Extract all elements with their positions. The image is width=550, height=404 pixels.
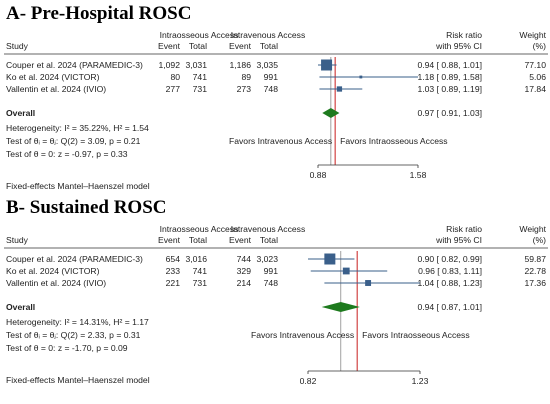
study-marker [324, 253, 336, 265]
iv-event-cell: 89 [241, 72, 251, 82]
iv-total-cell: 991 [264, 72, 279, 82]
io-event-cell: 233 [166, 266, 181, 276]
risk-ratio-cell: 1.03 [ 0.89, 1.19] [417, 84, 482, 94]
stats-line: Test of θᵢ = θⱼ: Q(2) = 3.09, p = 0.21 [6, 136, 141, 146]
header-study: Study [6, 235, 29, 245]
header-io-group: Intraosseous Access [160, 224, 239, 234]
weight-cell: 77.10 [524, 60, 546, 70]
stats-line: Heterogeneity: I² = 35.22%, H² = 1.54 [6, 123, 149, 133]
panel-title: A- Pre-Hospital ROSC [6, 3, 191, 24]
favors-right-label: Favors Intraosseous Access [362, 330, 469, 340]
model-footnote: Fixed-effects Mantel–Haenszel model [6, 181, 150, 191]
io-total-cell: 731 [193, 278, 208, 288]
risk-ratio-cell: 0.94 [ 0.88, 1.01] [417, 60, 482, 70]
header-iv-group: Intravenous Access [231, 30, 306, 40]
overall-label: Overall [6, 302, 35, 312]
header-iv-event: Event [229, 41, 252, 51]
header-iv-event: Event [229, 235, 252, 245]
x-tick-label: 1.58 [410, 170, 427, 180]
stats-line: Test of θᵢ = θⱼ: Q(2) = 2.33, p = 0.31 [6, 330, 141, 340]
risk-ratio-cell: 0.90 [ 0.82, 0.99] [417, 254, 482, 264]
iv-total-cell: 3,023 [256, 254, 278, 264]
stats-line: Heterogeneity: I² = 14.31%, H² = 1.17 [6, 317, 149, 327]
iv-event-cell: 1,186 [229, 60, 251, 70]
io-total-cell: 741 [193, 72, 208, 82]
overall-risk-ratio-cell: 0.97 [ 0.91, 1.03] [417, 108, 482, 118]
weight-cell: 59.87 [524, 254, 546, 264]
risk-ratio-cell: 0.96 [ 0.83, 1.11] [418, 266, 482, 276]
header-weight: Weight [519, 30, 546, 40]
iv-total-cell: 991 [264, 266, 279, 276]
io-event-cell: 277 [166, 84, 181, 94]
io-total-cell: 3,031 [185, 60, 207, 70]
study-name: Vallentin et al. 2024 (IVIO) [6, 278, 106, 288]
io-total-cell: 741 [193, 266, 208, 276]
study-name: Ko et al. 2024 (VICTOR) [6, 72, 100, 82]
favors-left-label: Favors Intravenous Access [251, 330, 354, 340]
favors-right-label: Favors Intraosseous Access [340, 136, 447, 146]
stats-line: Test of θ = 0: z = -0.97, p = 0.33 [6, 149, 128, 159]
header-iv-total: Total [260, 235, 278, 245]
header-risk-ratio: Risk ratio [446, 224, 482, 234]
header-io-total: Total [189, 41, 207, 51]
x-tick-label: 0.82 [300, 376, 317, 386]
study-marker [365, 280, 372, 286]
overall-diamond [321, 302, 360, 312]
header-io-event: Event [158, 41, 181, 51]
iv-event-cell: 329 [237, 266, 252, 276]
io-total-cell: 731 [193, 84, 208, 94]
iv-total-cell: 3,035 [256, 60, 278, 70]
study-marker [342, 267, 350, 275]
header-io-event: Event [158, 235, 181, 245]
study-name: Couper et al. 2024 (PARAMEDIC-3) [6, 254, 143, 264]
header-study: Study [6, 41, 29, 51]
header-ci: with 95% CI [435, 235, 482, 245]
risk-ratio-cell: 1.04 [ 0.88, 1.23] [417, 278, 482, 288]
study-marker [359, 75, 363, 79]
iv-total-cell: 748 [264, 278, 279, 288]
stats-line: Test of θ = 0: z = -1.70, p = 0.09 [6, 343, 128, 353]
study-name: Vallentin et al. 2024 (IVIO) [6, 84, 106, 94]
model-footnote: Fixed-effects Mantel–Haenszel model [6, 375, 150, 385]
overall-diamond [322, 108, 340, 118]
x-tick-label: 1.23 [412, 376, 429, 386]
io-event-cell: 654 [166, 254, 181, 264]
header-iv-group: Intravenous Access [231, 224, 306, 234]
weight-cell: 17.84 [524, 84, 546, 94]
study-name: Ko et al. 2024 (VICTOR) [6, 266, 100, 276]
header-weight-unit: (%) [533, 235, 547, 245]
header-iv-total: Total [260, 41, 278, 51]
overall-risk-ratio-cell: 0.94 [ 0.87, 1.01] [417, 302, 482, 312]
iv-event-cell: 273 [237, 84, 252, 94]
iv-event-cell: 744 [237, 254, 252, 264]
header-ci: with 95% CI [435, 41, 482, 51]
iv-total-cell: 748 [264, 84, 279, 94]
overall-label: Overall [6, 108, 35, 118]
x-tick-label: 0.88 [310, 170, 327, 180]
weight-cell: 5.06 [529, 72, 546, 82]
io-total-cell: 3,016 [185, 254, 207, 264]
iv-event-cell: 214 [237, 278, 252, 288]
study-marker [321, 59, 333, 71]
io-event-cell: 1,092 [158, 60, 180, 70]
header-io-total: Total [189, 235, 207, 245]
header-weight: Weight [519, 224, 546, 234]
study-name: Couper et al. 2024 (PARAMEDIC-3) [6, 60, 143, 70]
header-weight-unit: (%) [533, 41, 547, 51]
header-io-group: Intraosseous Access [160, 30, 239, 40]
weight-cell: 17.36 [524, 278, 546, 288]
panel-title: B- Sustained ROSC [6, 197, 167, 218]
favors-left-label: Favors Intravenous Access [229, 136, 332, 146]
study-marker [336, 86, 343, 92]
risk-ratio-cell: 1.18 [ 0.89, 1.58] [417, 72, 482, 82]
weight-cell: 22.78 [524, 266, 546, 276]
io-event-cell: 80 [170, 72, 180, 82]
io-event-cell: 221 [166, 278, 181, 288]
header-risk-ratio: Risk ratio [446, 30, 482, 40]
